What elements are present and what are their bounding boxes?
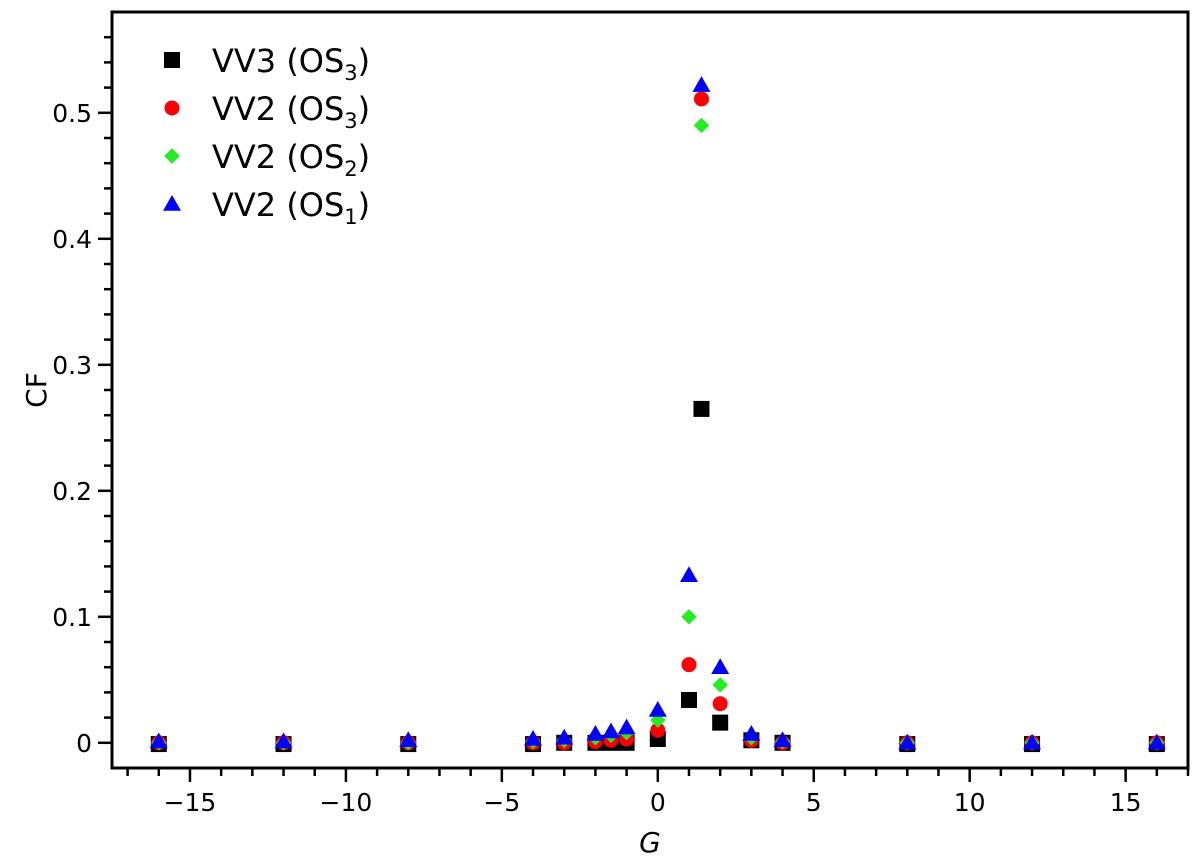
x-tick-label: −5 bbox=[483, 788, 520, 817]
series-triangle bbox=[149, 76, 1166, 750]
legend-marker bbox=[164, 100, 180, 116]
legend-label-subscript: 3 bbox=[344, 109, 357, 133]
plot-frame bbox=[110, 10, 1190, 770]
legend-label-end: ) bbox=[358, 138, 370, 176]
legend: VV3 (OS3)VV2 (OS3)VV2 (OS2)VV2 (OS1) bbox=[163, 42, 370, 229]
legend-marker bbox=[163, 195, 181, 211]
data-point bbox=[898, 733, 917, 750]
data-point bbox=[1023, 733, 1042, 750]
data-point bbox=[712, 714, 729, 731]
legend-label-end: ) bbox=[358, 90, 370, 128]
legend-label-end: ) bbox=[358, 42, 370, 80]
series-square bbox=[150, 400, 1165, 753]
legend-item: VV2 (OS3) bbox=[164, 90, 370, 133]
y-axis-label: CF bbox=[20, 372, 53, 408]
data-point bbox=[681, 609, 697, 625]
legend-item: VV2 (OS2) bbox=[164, 138, 370, 181]
y-tick-label: 0.4 bbox=[52, 225, 92, 254]
data-point bbox=[274, 732, 293, 749]
data-point bbox=[648, 701, 667, 717]
legend-label: VV2 (OS2) bbox=[212, 138, 370, 181]
legend-label-end: ) bbox=[358, 186, 370, 224]
x-tick-label: 5 bbox=[806, 788, 822, 817]
data-point bbox=[692, 76, 711, 92]
data-point bbox=[524, 730, 543, 746]
legend-marker bbox=[164, 148, 180, 164]
x-axis-label: G bbox=[639, 826, 661, 859]
x-tick-label: −10 bbox=[320, 788, 373, 817]
data-point bbox=[693, 117, 710, 134]
data-point bbox=[586, 724, 605, 741]
data-point bbox=[602, 722, 621, 739]
data-point bbox=[693, 91, 709, 107]
y-tick-label: 0.2 bbox=[52, 477, 92, 506]
legend-label-main: VV3 (OS bbox=[212, 42, 344, 80]
legend-label: VV3 (OS3) bbox=[212, 42, 370, 85]
data-point bbox=[773, 731, 792, 748]
legend-label-main: VV2 (OS bbox=[212, 186, 344, 224]
data-point bbox=[680, 691, 697, 708]
data-point bbox=[742, 724, 761, 741]
y-tick-label: 0.5 bbox=[52, 99, 92, 128]
data-points bbox=[149, 76, 1166, 753]
x-tick-label: 10 bbox=[954, 788, 986, 817]
data-point bbox=[149, 732, 168, 749]
data-point bbox=[650, 722, 666, 738]
data-point bbox=[693, 400, 710, 417]
legend-item: VV2 (OS1) bbox=[163, 186, 370, 229]
legend-label-subscript: 1 bbox=[344, 205, 357, 229]
y-tick-label: 0.1 bbox=[52, 603, 92, 632]
data-point bbox=[681, 657, 697, 673]
tick-labels: −15 −10 −5 0 5 10 15 0 0.1 0.2 0.3 0.4 0.5 bbox=[52, 99, 1141, 817]
legend-label: VV2 (OS1) bbox=[212, 186, 370, 229]
data-point bbox=[1147, 733, 1166, 750]
legend-label-main: VV2 (OS bbox=[212, 90, 344, 128]
data-point bbox=[712, 677, 728, 693]
x-tick-label: 15 bbox=[1110, 788, 1142, 817]
legend-item: VV3 (OS3) bbox=[164, 42, 370, 85]
legend-label: VV2 (OS3) bbox=[212, 90, 370, 133]
legend-marker bbox=[164, 52, 180, 68]
x-tick-label: 0 bbox=[650, 788, 666, 817]
data-point bbox=[711, 658, 730, 674]
data-point bbox=[679, 566, 698, 582]
data-point bbox=[555, 728, 574, 745]
legend-label-subscript: 2 bbox=[344, 157, 357, 181]
x-tick-label: −15 bbox=[164, 788, 217, 817]
data-point bbox=[712, 696, 728, 712]
y-tick-label: 0 bbox=[76, 729, 92, 758]
legend-label-main: VV2 (OS bbox=[212, 138, 344, 176]
data-point bbox=[399, 731, 418, 748]
data-point bbox=[617, 718, 636, 735]
legend-label-subscript: 3 bbox=[344, 61, 357, 85]
y-tick-label: 0.3 bbox=[52, 351, 92, 380]
